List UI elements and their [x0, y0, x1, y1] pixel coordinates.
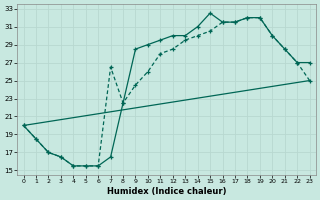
X-axis label: Humidex (Indice chaleur): Humidex (Indice chaleur)	[107, 187, 226, 196]
